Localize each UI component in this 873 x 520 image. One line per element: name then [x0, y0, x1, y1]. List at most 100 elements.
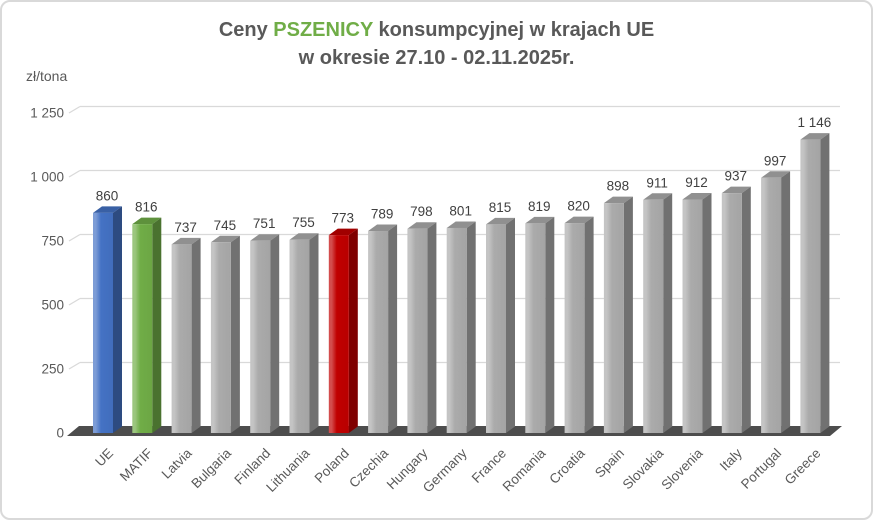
bar-ue: 860 UE [92, 188, 122, 469]
value-label-greece: 1 146 [798, 115, 832, 130]
bar-front-face [800, 139, 821, 433]
bar-side-face [741, 186, 751, 433]
bar-front-face [93, 212, 113, 433]
bar-front-face [171, 244, 192, 433]
bar-top-face [171, 237, 201, 245]
y-tick-label-1250: 1 250 [30, 106, 64, 121]
value-label-slovenia: 912 [685, 175, 708, 190]
category-label-slovenia: Slovenia [658, 445, 706, 493]
y-tick-label-0: 0 [56, 426, 64, 441]
bar-matif: 816 MATIF [117, 200, 162, 484]
bar-latvia: 737 Latvia [159, 220, 201, 482]
value-label-bulgaria: 745 [214, 218, 237, 233]
y-tick-label-500: 500 [41, 298, 64, 313]
value-label-france: 815 [489, 200, 512, 215]
category-label-spain: Spain [592, 446, 627, 481]
bar-side-face [702, 193, 712, 433]
gridline-1250 [68, 105, 840, 114]
category-label-germany: Germany [420, 445, 470, 495]
bar-top-face [525, 216, 555, 224]
y-tick-label-750: 750 [41, 234, 64, 249]
bar-front-face [721, 193, 742, 433]
category-label-lithuania: Lithuania [263, 445, 313, 495]
bar-side-face [113, 206, 122, 433]
value-label-poland: 773 [332, 211, 355, 226]
bar-front-face [682, 199, 703, 433]
value-label-slovakia: 911 [646, 175, 668, 190]
category-label-greece: Greece [782, 446, 824, 488]
bar-side-face [781, 171, 791, 433]
bar-front-face [564, 223, 585, 433]
bar-side-face [152, 217, 162, 433]
bar-front-face [407, 228, 428, 433]
bar-side-face [506, 217, 515, 433]
category-label-ue: UE [92, 446, 116, 470]
category-label-italy: Italy [717, 445, 745, 473]
bar-front-face [643, 199, 664, 433]
bar-top-face [682, 193, 712, 200]
bar-top-face [800, 133, 830, 140]
bar-top-face [328, 228, 358, 236]
bar-front-face [250, 240, 271, 433]
bar-top-face [761, 171, 791, 178]
value-label-lithuania: 755 [292, 215, 315, 230]
category-label-croatia: Croatia [546, 445, 588, 487]
bar-side-face [191, 237, 201, 433]
bar-top-face [250, 234, 280, 241]
bar-top-face [132, 217, 162, 225]
bar-front-face [132, 224, 153, 433]
value-label-spain: 898 [607, 179, 630, 194]
bar-side-face [820, 133, 830, 433]
bar-side-face [230, 235, 240, 433]
bar-top-face [446, 221, 476, 228]
bar-front-face [328, 235, 349, 433]
value-label-matif: 816 [135, 200, 158, 215]
bar-greece: 1 146 Greece [782, 115, 832, 487]
bar-side-face [545, 216, 555, 433]
title-prefix: Ceny [218, 19, 274, 41]
bar-top-face [407, 222, 437, 229]
bar-top-face [368, 224, 398, 232]
bar-front-face [486, 224, 506, 433]
chart-title-line2: w okresie 27.10 - 02.11.2025r. [298, 47, 575, 69]
bar-top-face [210, 235, 240, 243]
bar-top-face [93, 206, 122, 213]
title-suffix: konsumpcyjnej w krajach UE [372, 19, 655, 41]
bar-side-face [427, 222, 437, 433]
value-label-ue: 860 [96, 188, 119, 203]
category-label-romania: Romania [500, 445, 549, 494]
bar-side-face [584, 216, 594, 433]
bar-top-face [564, 216, 594, 224]
category-label-bulgaria: Bulgaria [188, 445, 234, 491]
bar-front-face [603, 203, 624, 433]
value-label-portugal: 997 [764, 153, 787, 168]
bar-top-face [289, 233, 319, 240]
chart-title-line1: Ceny PSZENICY konsumpcyjnej w krajach UE [2, 16, 871, 44]
bar-top-face [486, 217, 515, 225]
bar-side-face [663, 193, 673, 433]
value-label-croatia: 820 [567, 199, 590, 214]
bar-front-face [761, 177, 782, 433]
bar-side-face [388, 224, 398, 433]
bar-front-face [525, 223, 546, 433]
bar-front-face [368, 231, 389, 433]
category-label-slovakia: Slovakia [620, 445, 667, 492]
bar-top-face [603, 196, 633, 204]
bar-side-face [309, 233, 319, 433]
bar-top-face [721, 186, 751, 194]
bar-italy: 937 Italy [717, 169, 751, 474]
bar-side-face [623, 196, 633, 433]
bar-front-face [446, 227, 467, 433]
value-label-germany: 801 [449, 203, 472, 218]
gridline-1000 [68, 169, 840, 178]
value-label-italy: 937 [725, 169, 748, 184]
value-label-finland: 751 [253, 216, 276, 231]
y-tick-label-250: 250 [41, 362, 64, 377]
bar-top-face [643, 193, 673, 200]
category-label-portugal: Portugal [738, 446, 784, 492]
category-label-latvia: Latvia [159, 445, 195, 481]
bar-side-face [466, 221, 476, 433]
